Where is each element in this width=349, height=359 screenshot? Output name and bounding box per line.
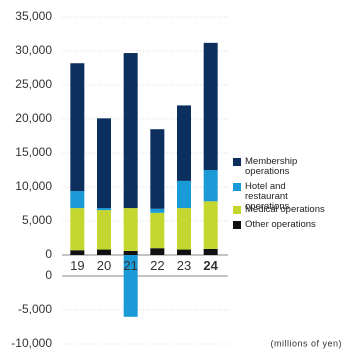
bar-segment bbox=[123, 208, 138, 251]
y-tick-label: -10,000 bbox=[11, 336, 52, 350]
x-tick-label: 24 bbox=[203, 258, 218, 273]
legend-item: Medical operations bbox=[233, 205, 345, 215]
bar-segment bbox=[203, 42, 218, 171]
bar-segment bbox=[70, 63, 85, 192]
bar-segment bbox=[70, 250, 85, 255]
bar-segment bbox=[150, 212, 165, 249]
bar-segment bbox=[203, 170, 218, 202]
legend-label: Other operations bbox=[245, 219, 316, 230]
y-tick-label: 20,000 bbox=[15, 111, 52, 125]
bar-segment bbox=[203, 248, 218, 255]
y-tick-label: 5,000 bbox=[22, 213, 52, 227]
y-tick-label: -5,000 bbox=[18, 302, 52, 316]
legend-swatch bbox=[233, 183, 241, 191]
x-tick-label: 21 bbox=[123, 258, 137, 273]
legend-label: Medical operations bbox=[245, 204, 325, 215]
bar-segment bbox=[177, 105, 191, 181]
legend-label: Hotel and restaurant operations bbox=[245, 181, 290, 212]
legend-label: Membership operations bbox=[245, 156, 298, 177]
y-tick-label: 10,000 bbox=[15, 179, 52, 193]
y-tick-label: 25,000 bbox=[15, 77, 52, 91]
unit-note: (millions of yen) bbox=[270, 338, 342, 348]
legend-item: Membership operations bbox=[233, 157, 345, 177]
bar-segment bbox=[150, 248, 165, 255]
bar-segment bbox=[177, 180, 191, 209]
bar-segment bbox=[123, 255, 138, 317]
x-tick-label: 22 bbox=[150, 258, 164, 273]
bar-segment bbox=[123, 250, 138, 255]
legend-swatch bbox=[233, 158, 241, 166]
bar-segment bbox=[150, 129, 165, 209]
bar-segment bbox=[97, 210, 111, 250]
bar-segment bbox=[70, 191, 85, 209]
bar-segment bbox=[150, 208, 165, 213]
y-tick-label: 0 bbox=[45, 268, 52, 282]
bar-segment bbox=[177, 249, 191, 255]
legend-item: Hotel and restaurant operations bbox=[233, 182, 345, 212]
bar-segment bbox=[70, 208, 85, 251]
y-tick-label: 35,000 bbox=[15, 9, 52, 23]
y-tick-label: 30,000 bbox=[15, 43, 52, 57]
bar-segment bbox=[177, 208, 191, 250]
bar-segment bbox=[123, 53, 138, 209]
bar-segment bbox=[97, 208, 111, 211]
legend-item: Other operations bbox=[233, 220, 345, 230]
bar-segment bbox=[97, 118, 111, 209]
x-tick-label: 23 bbox=[177, 258, 191, 273]
bar-segment bbox=[97, 249, 111, 255]
bar-segment bbox=[203, 201, 218, 249]
x-tick-label: 19 bbox=[70, 258, 84, 273]
legend-swatch bbox=[233, 206, 241, 214]
legend-swatch bbox=[233, 221, 241, 229]
x-tick-label: 20 bbox=[97, 258, 111, 273]
y-tick-label: 0 bbox=[45, 247, 52, 261]
y-tick-label: 15,000 bbox=[15, 145, 52, 159]
